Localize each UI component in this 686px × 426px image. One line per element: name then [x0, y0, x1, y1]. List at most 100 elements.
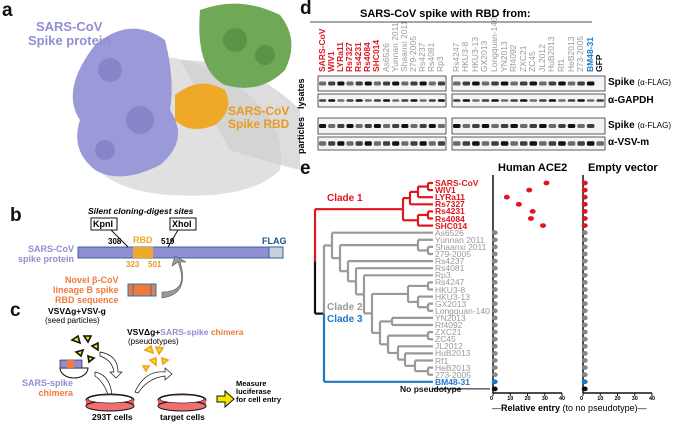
- particles-label: particles: [296, 116, 306, 154]
- blot-band: [567, 81, 576, 86]
- spike-particle-blot-frame: [451, 117, 606, 135]
- blot-band: [453, 99, 461, 102]
- blot-title: SARS-CoV spike with RBD from:: [360, 8, 531, 20]
- data-point: [581, 251, 588, 257]
- data-point: [491, 251, 498, 257]
- data-point: [581, 372, 588, 378]
- blot-band: [491, 124, 499, 128]
- data-point: [581, 336, 588, 342]
- blot-band: [383, 81, 391, 86]
- data-point: [581, 358, 588, 363]
- blot-band: [319, 141, 327, 146]
- lane-label: Rf1: [555, 58, 566, 72]
- blot-band: [519, 141, 528, 146]
- blot-band: [346, 141, 354, 146]
- data-point: [491, 301, 498, 307]
- empty-vector-plot-title: Empty vector: [588, 162, 658, 174]
- data-point: [581, 294, 588, 299]
- blot-band: [437, 141, 445, 146]
- blot-band: [373, 81, 381, 86]
- data-point: [491, 244, 498, 250]
- entry-plots: [491, 175, 653, 396]
- blot-band: [419, 99, 427, 102]
- blot-band: [401, 99, 409, 102]
- seed-title: VSVΔg+VSV-g: [48, 306, 106, 316]
- clade-3-label: Clade 3: [327, 314, 363, 325]
- tree-leaf-label: Rs4231: [435, 206, 465, 217]
- x-tick-label: 40: [559, 396, 566, 402]
- tree-leaf-label: Yunnan 2011: [435, 234, 485, 245]
- data-point: [581, 201, 588, 207]
- spike-lysate-blot-frame: [451, 75, 606, 92]
- data-point: [581, 386, 588, 392]
- data-point: [491, 372, 498, 378]
- blot-band: [346, 124, 354, 128]
- blot-band: [364, 141, 372, 146]
- blot-band: [500, 141, 509, 146]
- data-point: [581, 265, 588, 271]
- tree-leaf-label: LYRa11: [435, 192, 465, 203]
- gapdh-blot-frame: [451, 93, 606, 108]
- tree-leaf-label: HuB2013: [435, 348, 471, 359]
- chimera-label: SARS-spike chimera: [22, 378, 74, 398]
- blot-band: [401, 81, 409, 86]
- lane-label: ZC45: [527, 51, 538, 72]
- x-tick-label: 0: [490, 396, 494, 402]
- blot-band: [548, 124, 557, 128]
- blot-band: [472, 81, 480, 86]
- blot-band: [529, 124, 538, 128]
- blot-band: [355, 141, 363, 146]
- tree-leaf-label: HeB2013: [435, 362, 471, 373]
- tree-leaf-label: SARS-CoV: [435, 178, 479, 188]
- blot-band: [519, 99, 528, 102]
- pseudotype-title: VSVΔg+SARS-spike chimera: [127, 327, 244, 337]
- tree-leaf-label: HKU3-8: [435, 284, 466, 295]
- blot-band: [346, 99, 354, 102]
- tree-leaf-label: Rs4084: [435, 213, 465, 224]
- blot-band: [577, 141, 585, 146]
- data-point: [491, 322, 498, 328]
- spike-protein-label: SARS-CoV Spike protein: [28, 19, 111, 48]
- position-501: 501: [148, 260, 162, 269]
- pseudotype-workflow-diagram: [59, 334, 235, 412]
- data-point: [581, 187, 588, 193]
- data-point: [581, 315, 588, 321]
- data-point: [540, 223, 547, 229]
- blot-band: [328, 99, 336, 102]
- data-point: [581, 180, 588, 186]
- tree-leaf-label: GX2013: [435, 298, 467, 309]
- data-point: [581, 301, 588, 307]
- blot-band: [462, 81, 471, 86]
- data-point: [581, 308, 588, 314]
- blot-band: [383, 124, 391, 128]
- blot-band: [596, 141, 604, 146]
- data-point: [491, 315, 498, 321]
- tree-leaf-label: Longquan-140: [435, 305, 490, 316]
- blot-band: [428, 141, 436, 146]
- spike-particle-row-label: Spike (α-FLAG): [608, 120, 671, 131]
- blot-band: [401, 141, 409, 146]
- tree-leaf-label: Rp3: [435, 270, 451, 281]
- novel-rbd-label: Novel β-CoV lineage B spike RBD sequence: [53, 275, 119, 305]
- kpni-site: KpnI: [93, 219, 113, 229]
- blot-band: [319, 81, 327, 86]
- blot-band: [462, 124, 471, 128]
- blot-band: [472, 141, 480, 146]
- blot-band: [500, 99, 509, 102]
- blot-band: [539, 141, 547, 146]
- lane-label: GFP: [594, 54, 605, 72]
- blot-band: [337, 99, 345, 102]
- blot-band: [392, 124, 400, 128]
- blot-band: [567, 99, 576, 102]
- blot-band: [491, 81, 499, 86]
- blot-band: [491, 141, 499, 146]
- data-point: [491, 308, 498, 314]
- data-point: [581, 230, 588, 236]
- data-point: [491, 258, 498, 264]
- tree-leaf-label: Rs7327: [435, 199, 465, 210]
- blot-band: [529, 141, 538, 146]
- blot-band: [383, 141, 391, 146]
- tree-leaf-label: HKU3-13: [435, 291, 470, 302]
